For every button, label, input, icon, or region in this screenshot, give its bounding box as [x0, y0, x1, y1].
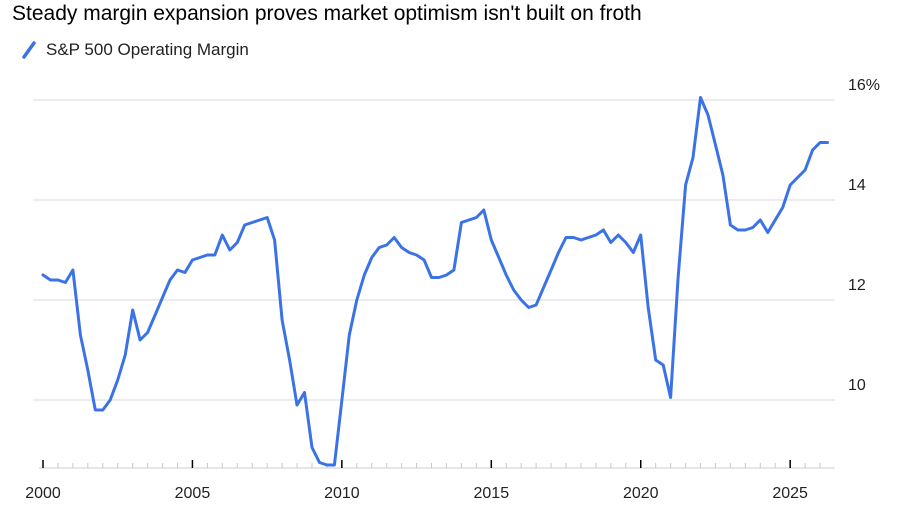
chart-legend: S&P 500 Operating Margin — [22, 40, 249, 60]
gridlines — [33, 99, 835, 401]
legend-label: S&P 500 Operating Margin — [46, 40, 249, 59]
y-tick-label-10: 10 — [848, 377, 866, 394]
x-axis-labels: 2000 2005 2010 2015 2020 2025 — [25, 485, 808, 502]
x-tick-label-2020: 2020 — [623, 485, 659, 502]
x-tick-label-2025: 2025 — [772, 485, 808, 502]
y-tick-label-12: 12 — [848, 277, 866, 294]
chart-title: Steady margin expansion proves market op… — [12, 2, 642, 25]
x-tick-label-2010: 2010 — [324, 485, 360, 502]
x-tick-label-2005: 2005 — [175, 485, 211, 502]
legend-swatch-icon — [22, 41, 36, 59]
x-axis — [39, 460, 835, 469]
y-tick-label-16: 16% — [848, 77, 880, 94]
x-tick-label-2000: 2000 — [25, 485, 61, 502]
y-tick-label-14: 14 — [848, 177, 866, 194]
x-tick-label-2015: 2015 — [474, 485, 510, 502]
y-axis-labels: 10 12 14 16% — [848, 77, 880, 394]
series-layer — [41, 96, 829, 467]
series-line-0 — [41, 96, 829, 467]
